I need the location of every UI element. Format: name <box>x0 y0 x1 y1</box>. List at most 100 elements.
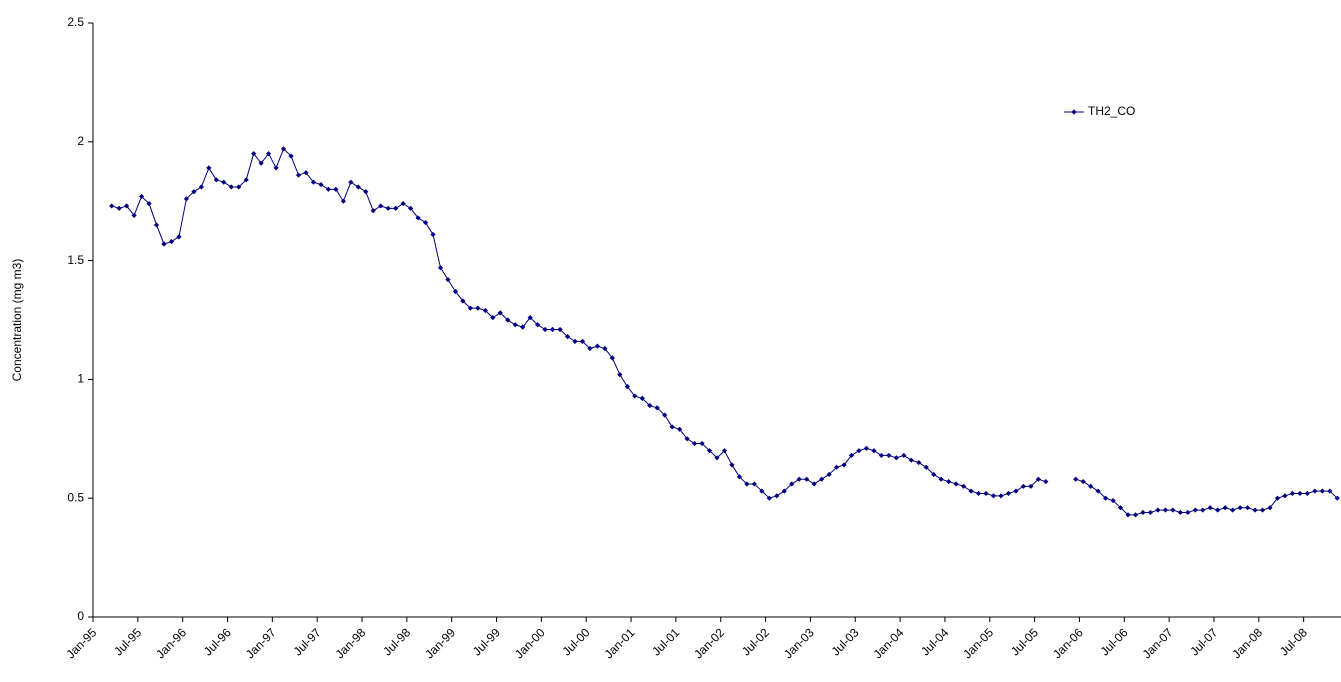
marker <box>744 481 750 487</box>
marker <box>1259 507 1266 513</box>
x-tick-label: Jan-04 <box>871 625 907 661</box>
x-tick-label: Jul-01 <box>649 625 682 658</box>
marker <box>355 184 361 190</box>
marker <box>1185 509 1191 516</box>
marker <box>542 326 548 333</box>
marker <box>751 481 757 487</box>
marker <box>1222 505 1228 511</box>
x-tick-label: Jan-00 <box>512 625 548 661</box>
marker <box>221 179 227 185</box>
marker <box>572 338 578 344</box>
marker <box>931 471 937 478</box>
marker <box>1013 488 1019 494</box>
marker <box>1005 490 1012 497</box>
x-tick-label: Jan-95 <box>64 625 100 661</box>
x-tick-label: Jan-07 <box>1140 625 1176 661</box>
x-tick-label: Jan-96 <box>153 625 189 661</box>
marker <box>1125 512 1131 518</box>
marker <box>228 184 234 190</box>
marker <box>624 383 630 390</box>
marker <box>400 200 406 207</box>
marker <box>975 490 982 497</box>
marker <box>1043 478 1049 485</box>
marker <box>393 205 399 211</box>
marker <box>998 493 1004 499</box>
marker <box>901 452 907 459</box>
marker <box>1334 495 1340 501</box>
marker <box>138 193 145 200</box>
x-tick-label: Jan-01 <box>602 625 638 661</box>
series-line <box>111 148 1338 516</box>
marker <box>378 203 384 209</box>
marker <box>1080 478 1086 485</box>
x-tick-label: Jul-97 <box>291 625 324 658</box>
marker <box>736 474 743 480</box>
marker <box>1215 507 1221 513</box>
marker <box>445 277 451 283</box>
marker <box>1282 493 1288 499</box>
marker <box>1252 507 1258 513</box>
marker <box>490 315 496 321</box>
marker <box>452 288 459 295</box>
legend-label: TH2_CO <box>1088 104 1135 118</box>
marker <box>512 322 518 328</box>
marker <box>370 208 376 214</box>
marker <box>1200 507 1206 513</box>
y-tick-label: 1 <box>77 372 84 386</box>
marker <box>437 265 444 271</box>
marker <box>131 212 137 219</box>
x-tick-label: Jul-03 <box>829 625 862 658</box>
x-tick-label: Jan-97 <box>243 625 279 661</box>
marker <box>1102 495 1109 501</box>
marker <box>774 493 780 499</box>
marker <box>669 424 675 430</box>
marker <box>1170 507 1176 513</box>
marker <box>587 345 593 352</box>
x-tick-label: Jul-06 <box>1098 625 1131 658</box>
marker <box>594 343 601 349</box>
marker <box>691 440 698 447</box>
marker <box>191 189 197 195</box>
marker <box>968 488 974 494</box>
x-tick-label: Jul-07 <box>1187 625 1220 658</box>
marker <box>153 222 160 228</box>
marker <box>1088 483 1094 489</box>
marker <box>280 146 287 152</box>
x-tick-label: Jul-99 <box>470 625 503 658</box>
marker <box>923 464 929 470</box>
x-tick-label: Jan-03 <box>781 625 817 661</box>
marker <box>415 215 421 221</box>
marker <box>1289 490 1296 497</box>
marker <box>916 459 922 466</box>
marker <box>1095 488 1101 494</box>
marker <box>1162 507 1168 513</box>
y-tick-label: 2 <box>77 134 84 148</box>
x-tick-label: Jul-02 <box>739 625 772 658</box>
marker <box>288 153 294 159</box>
marker <box>1192 507 1198 513</box>
marker <box>1237 505 1243 511</box>
marker <box>325 186 332 192</box>
marker <box>363 189 369 195</box>
marker <box>766 495 772 501</box>
marker <box>266 151 272 157</box>
marker <box>482 307 488 314</box>
marker <box>198 184 204 190</box>
marker <box>811 481 817 487</box>
marker <box>826 471 832 478</box>
marker <box>729 462 735 468</box>
marker <box>1267 505 1273 511</box>
marker <box>781 488 787 494</box>
marker <box>699 440 705 447</box>
marker <box>632 393 638 399</box>
marker <box>340 198 346 204</box>
marker <box>467 305 473 311</box>
marker <box>1327 488 1333 494</box>
marker <box>318 181 324 188</box>
marker <box>475 305 481 311</box>
marker <box>654 405 660 411</box>
marker <box>348 179 354 185</box>
marker <box>856 448 862 454</box>
marker <box>953 481 959 487</box>
